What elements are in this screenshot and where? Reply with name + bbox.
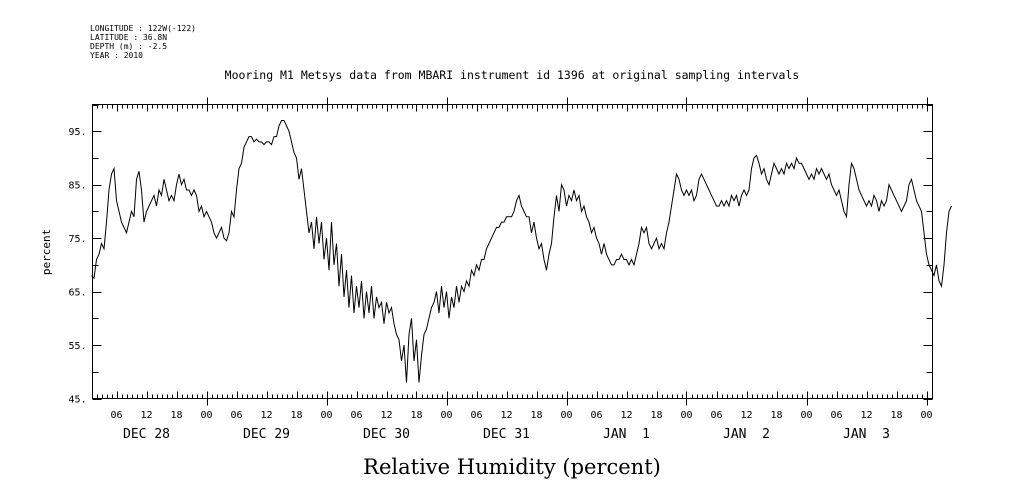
metadata-block: LONGITUDE : 122W(-122) LATITUDE : 36.8N …: [90, 24, 196, 60]
x-hour-tick-label: 00: [440, 410, 452, 421]
x-hour-tick-label: 00: [920, 410, 932, 421]
x-hour-tick-label: 12: [140, 410, 152, 421]
x-hour-tick-label: 06: [230, 410, 242, 421]
x-hour-tick-label: 00: [680, 410, 692, 421]
x-hour-tick-label: 18: [410, 410, 422, 421]
x-hour-tick-label: 06: [110, 410, 122, 421]
y-tick-label: 75.: [68, 234, 86, 245]
x-hour-tick-label: 12: [860, 410, 872, 421]
x-hour-tick-label: 18: [770, 410, 782, 421]
x-hour-tick-label: 18: [290, 410, 302, 421]
x-day-label: DEC 30: [363, 427, 410, 442]
y-axis-label: percent: [40, 229, 53, 275]
meta-longitude: LONGITUDE : 122W(-122): [90, 24, 196, 33]
x-hour-tick-label: 00: [200, 410, 212, 421]
y-tick-label: 55.: [68, 341, 86, 352]
axis-ticks: [92, 97, 933, 406]
x-hour-tick-label: 18: [530, 410, 542, 421]
x-hour-tick-label: 18: [170, 410, 182, 421]
x-hour-tick-label: 12: [380, 410, 392, 421]
plot-frame: [92, 104, 933, 399]
x-hour-tick-label: 18: [650, 410, 662, 421]
x-day-label: DEC 28: [123, 427, 170, 442]
x-axis-title: Relative Humidity (percent): [363, 455, 661, 479]
y-tick-labels: 95. 85. 75. 65. 55. 45.: [68, 127, 86, 405]
x-hour-tick-label: 00: [320, 410, 332, 421]
x-day-label: DEC 31: [483, 427, 530, 442]
x-day-label: JAN 3: [843, 427, 890, 442]
x-hour-tick-label: 18: [890, 410, 902, 421]
meta-year: YEAR : 2010: [90, 51, 143, 60]
chart-title: Mooring M1 Metsys data from MBARI instru…: [225, 68, 800, 82]
x-day-label: JAN 1: [603, 427, 650, 442]
x-hour-tick-label: 12: [740, 410, 752, 421]
x-hour-tick-label: 06: [590, 410, 602, 421]
x-day-label: DEC 29: [243, 427, 290, 442]
x-hour-tick-label: 06: [350, 410, 362, 421]
x-hour-tick-label: 06: [710, 410, 722, 421]
meta-depth: DEPTH (m) : -2.5: [90, 42, 167, 51]
x-hour-tick-label: 12: [620, 410, 632, 421]
x-day-labels: DEC 28 DEC 29 DEC 30 DEC 31 JAN 1 JAN 2 JAN 3: [123, 427, 890, 442]
x-hour-tick-label: 06: [830, 410, 842, 421]
humidity-series-line: [91, 120, 952, 383]
y-tick-label: 45.: [68, 395, 86, 406]
x-hour-tick-label: 00: [800, 410, 812, 421]
y-tick-label: 95.: [68, 127, 86, 138]
y-tick-label: 85.: [68, 181, 86, 192]
x-day-label: JAN 2: [723, 427, 770, 442]
x-hour-tick-label: 00: [560, 410, 572, 421]
x-hour-tick-labels: 06 12 18 00 06 12 18 00 06 12 18 00 06 12 18 00 06 12 18 00…: [110, 410, 932, 421]
meta-latitude: LATITUDE : 36.8N: [90, 33, 167, 42]
y-tick-label: 65.: [68, 288, 86, 299]
x-hour-tick-label: 12: [260, 410, 272, 421]
x-hour-tick-label: 06: [470, 410, 482, 421]
x-hour-tick-label: 12: [500, 410, 512, 421]
